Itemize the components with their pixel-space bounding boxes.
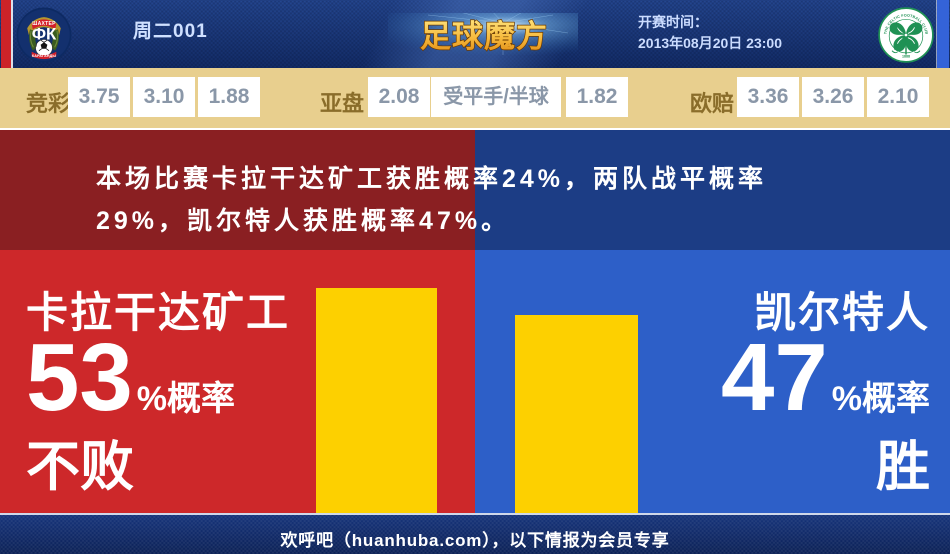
svg-text:КАРАГАНДЫ: КАРАГАНДЫ (32, 54, 57, 58)
svg-text:足球魔方: 足球魔方 (420, 19, 548, 54)
svg-text:1888: 1888 (902, 54, 910, 58)
